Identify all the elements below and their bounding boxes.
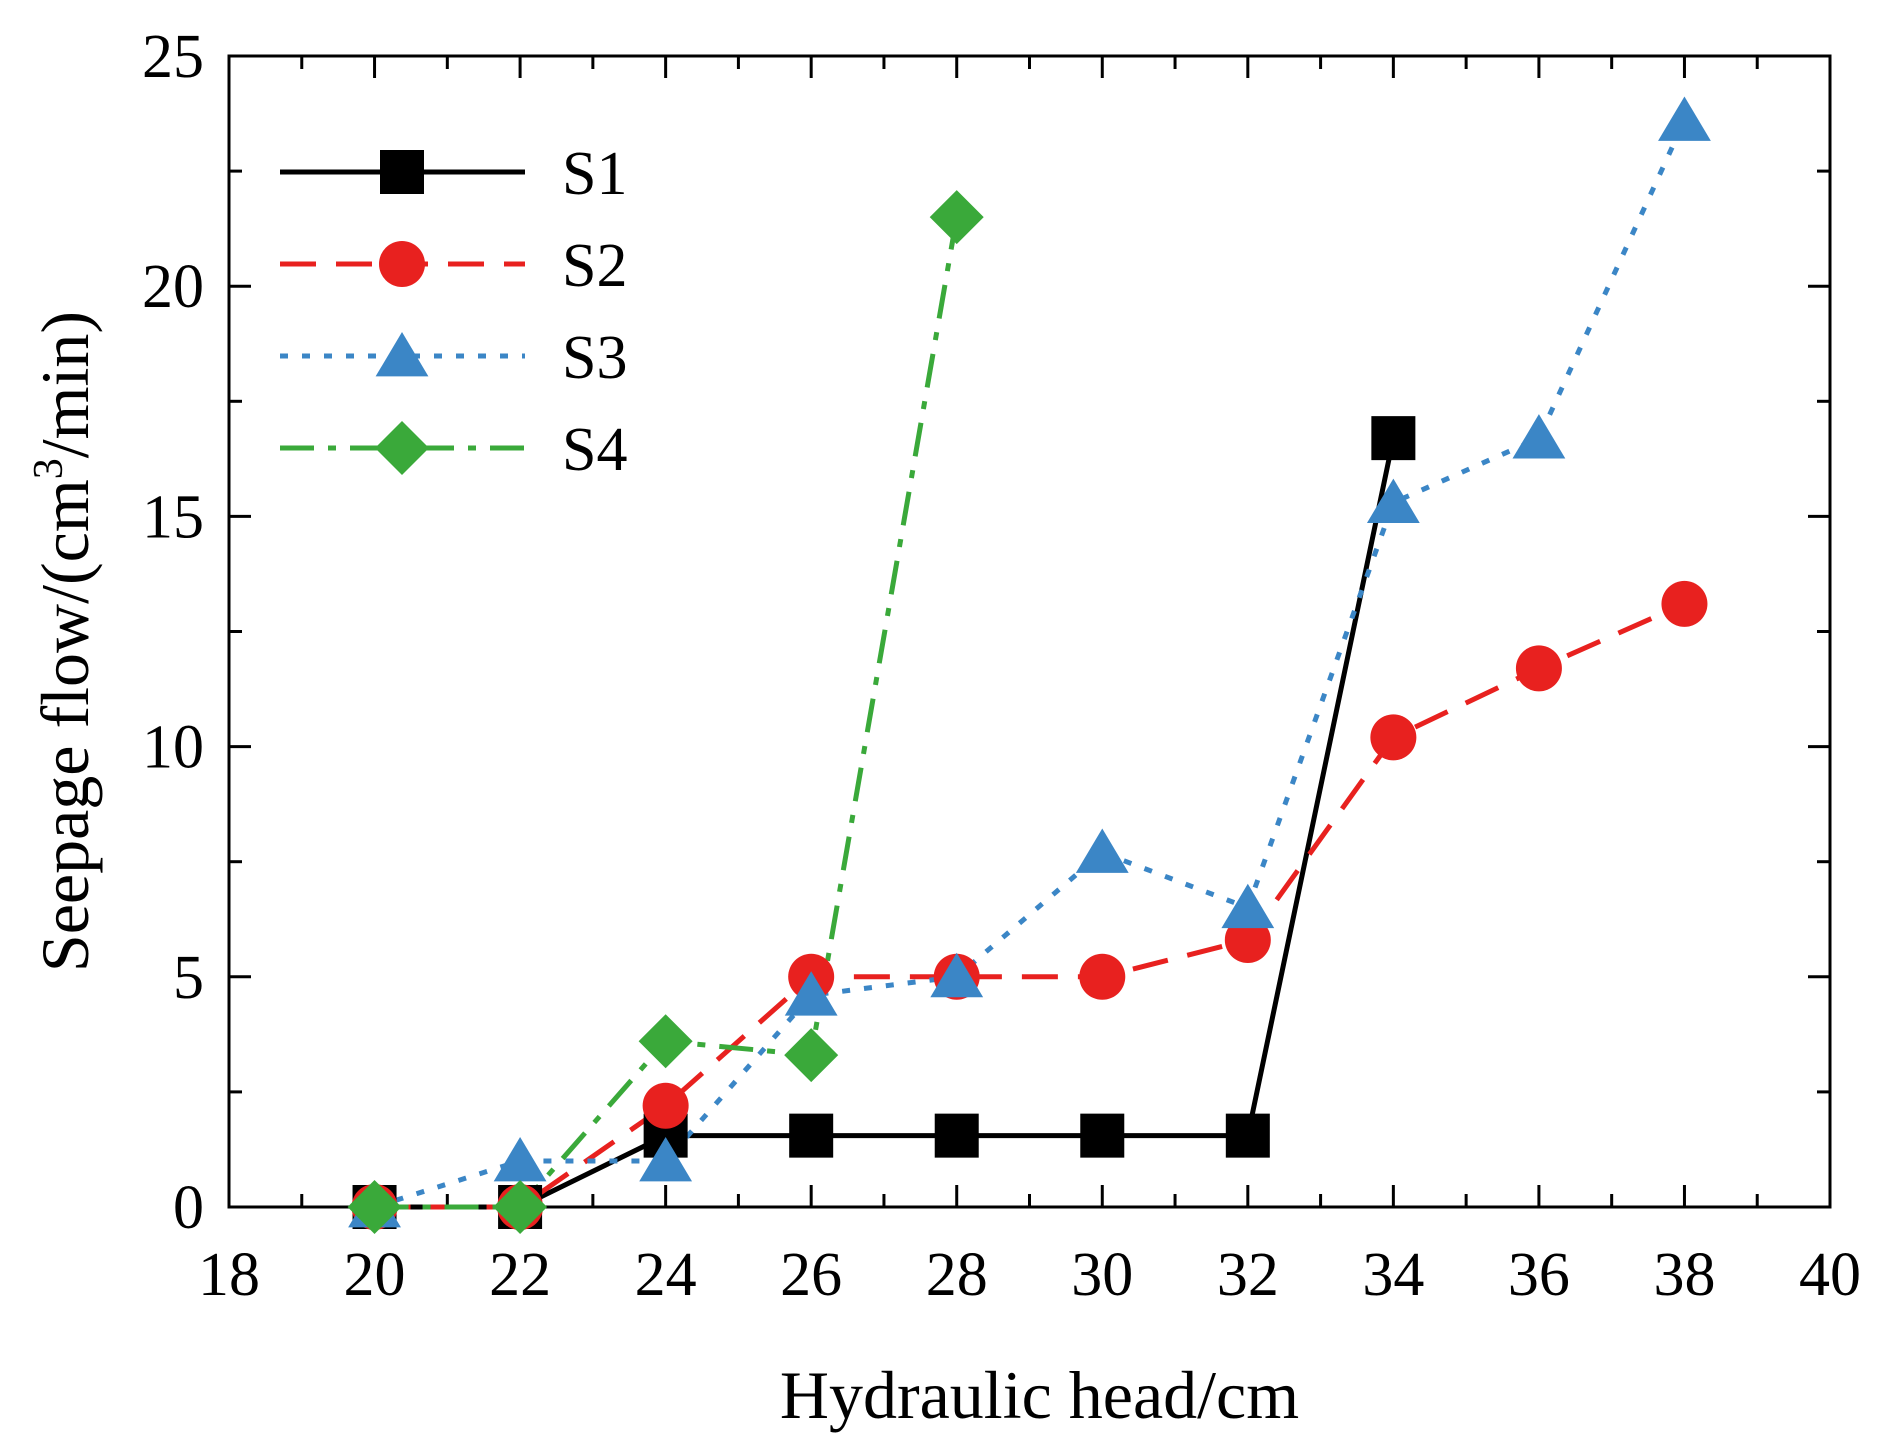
series-markers xyxy=(347,96,1711,1234)
x-axis-title: Hydraulic head/cm xyxy=(780,1357,1299,1433)
x-tick-label: 36 xyxy=(1508,1241,1570,1309)
y-axis-title-superscript: 3 xyxy=(26,458,72,479)
series-line-s1 xyxy=(374,437,1396,1210)
series-line-s3 xyxy=(373,119,1687,1210)
data-point-s2 xyxy=(1661,580,1708,627)
x-tick-label: 34 xyxy=(1362,1241,1424,1309)
legend: S1 S2 S3 S4 xyxy=(280,140,627,484)
y-tick-label: 15 xyxy=(142,483,204,551)
data-point-s1 xyxy=(1080,1113,1125,1158)
data-point-s2 xyxy=(1079,953,1126,1000)
y-tick-label: 25 xyxy=(142,23,204,91)
data-point-s1 xyxy=(1225,1113,1270,1158)
axis-ticks xyxy=(227,54,1832,1209)
y-axis-title: Seepage flow/(cm3/min) xyxy=(26,311,103,972)
data-point-s3 xyxy=(1366,478,1420,523)
data-point-s4 xyxy=(493,1180,548,1234)
y-tick-label: 5 xyxy=(173,944,204,1012)
x-tick-label: 28 xyxy=(926,1241,988,1309)
y-axis-title-suffix: /min) xyxy=(27,311,103,458)
legend-marker-s4 xyxy=(375,421,429,475)
x-tick-label: 32 xyxy=(1217,1241,1279,1309)
data-point-s3 xyxy=(493,1136,547,1182)
data-point-s2 xyxy=(1224,916,1271,963)
x-tick-label: 24 xyxy=(635,1241,697,1309)
x-tick-label: 20 xyxy=(344,1241,406,1309)
x-tick-label: 18 xyxy=(198,1241,260,1309)
legend-label-s1: S1 xyxy=(562,140,627,208)
data-point-s3 xyxy=(1075,828,1129,873)
plot-border xyxy=(227,54,1832,1209)
legend-marker-s1 xyxy=(380,150,424,194)
y-axis-title-prefix: Seepage flow/(cm xyxy=(27,479,103,972)
x-tick-label: 26 xyxy=(780,1241,842,1309)
data-point-s4 xyxy=(784,1028,839,1083)
data-point-s3 xyxy=(1658,96,1711,141)
data-point-s3 xyxy=(639,1136,693,1182)
y-tick-label: 10 xyxy=(142,714,204,782)
data-point-s1 xyxy=(1371,416,1416,461)
data-point-s4 xyxy=(929,190,984,245)
legend-marker-s2 xyxy=(379,241,425,287)
data-point-s3 xyxy=(784,971,838,1016)
legend-label-s2: S2 xyxy=(562,232,627,300)
series-line-s2 xyxy=(374,601,1686,1210)
legend-label-s3: S3 xyxy=(562,324,627,392)
data-point-s1 xyxy=(934,1113,979,1158)
data-point-s3 xyxy=(1221,883,1275,929)
plot-frame xyxy=(227,54,1832,1209)
data-point-s4 xyxy=(347,1180,402,1234)
data-point-s3 xyxy=(1512,414,1566,459)
legend-marker-s3 xyxy=(375,332,429,377)
data-point-s1 xyxy=(789,1113,834,1158)
y-tick-label: 0 xyxy=(173,1174,204,1242)
x-tick-label: 30 xyxy=(1071,1241,1133,1309)
data-point-s3 xyxy=(930,952,984,998)
data-point-s2 xyxy=(642,1082,689,1129)
x-tick-label: 40 xyxy=(1799,1241,1861,1309)
x-tick-label: 22 xyxy=(489,1241,551,1309)
x-tick-label: 38 xyxy=(1653,1241,1715,1309)
legend-label-s4: S4 xyxy=(562,416,627,484)
y-tick-label: 20 xyxy=(142,253,204,321)
data-point-s2 xyxy=(1515,645,1562,692)
data-point-s4 xyxy=(638,1014,693,1069)
data-point-s2 xyxy=(1370,714,1417,761)
axis-tick-labels: 18 20 22 24 26 28 30 32 34 36 38 40 0 5 10 15 20 25 xyxy=(142,23,1861,1309)
